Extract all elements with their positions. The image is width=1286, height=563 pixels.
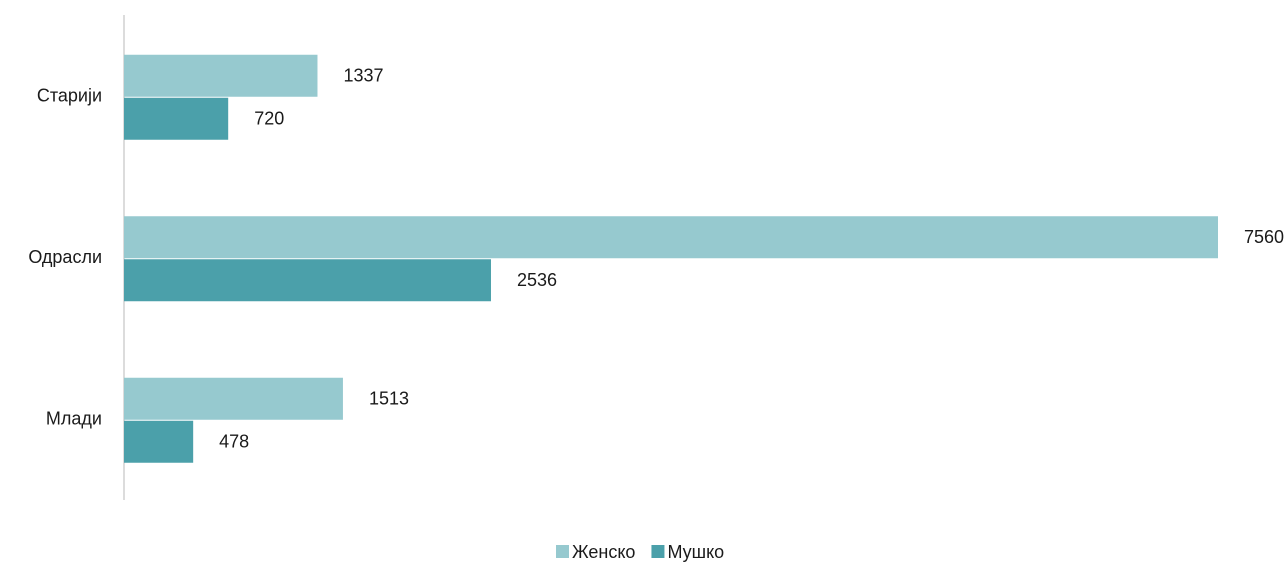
data-label: 1337 bbox=[343, 66, 383, 86]
data-label: 720 bbox=[254, 109, 284, 129]
bar bbox=[124, 216, 1218, 259]
bar bbox=[124, 259, 491, 302]
data-label: 7560 bbox=[1244, 227, 1284, 247]
data-label: 478 bbox=[219, 432, 249, 452]
bar bbox=[124, 420, 194, 463]
y-tick-label: Млади bbox=[46, 409, 102, 429]
bar bbox=[124, 377, 343, 420]
bar bbox=[124, 54, 318, 97]
legend-swatch bbox=[651, 545, 665, 558]
y-tick-label: Старији bbox=[37, 86, 102, 106]
data-label: 1513 bbox=[369, 389, 409, 409]
bar bbox=[124, 97, 229, 140]
legend-swatch bbox=[556, 545, 569, 558]
legend-label: Женско bbox=[572, 542, 635, 562]
data-label: 2536 bbox=[517, 270, 557, 290]
legend-label: Мушко bbox=[667, 542, 724, 562]
y-tick-label: Одрасли bbox=[28, 247, 102, 267]
